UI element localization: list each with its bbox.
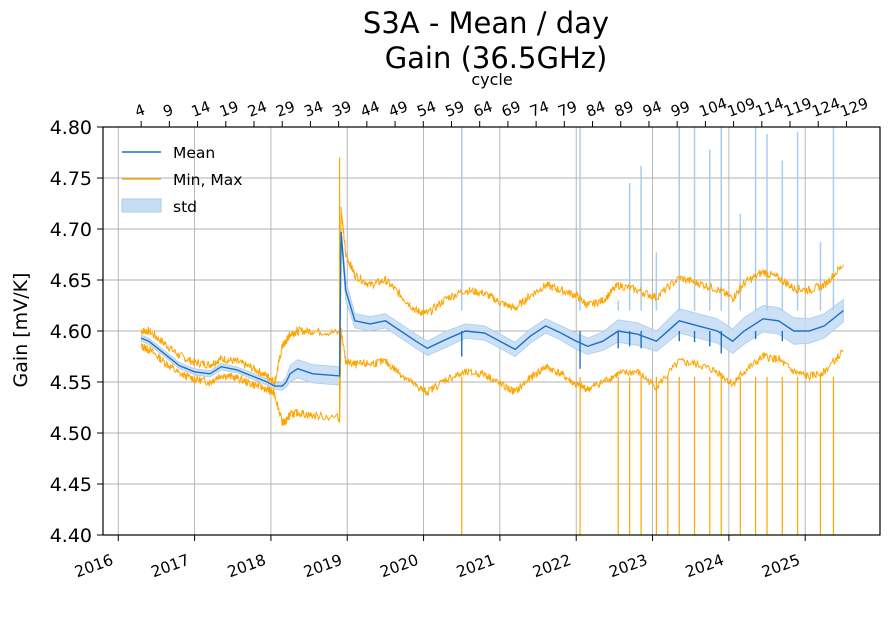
x-tick-label: 2024 — [683, 551, 726, 581]
top-tick-label: 99 — [668, 97, 692, 120]
y-tick-label: 4.65 — [50, 270, 92, 292]
min-line — [140, 327, 844, 427]
top-tick-label: 39 — [330, 97, 354, 120]
chart-title-line2: Gain (36.5GHz) — [385, 41, 608, 75]
top-tick-label: 124 — [809, 94, 842, 121]
legend-label-minmax: Min, Max — [173, 171, 242, 189]
mean-line — [140, 232, 844, 387]
top-tick-label: 64 — [471, 97, 495, 120]
x-tick-label: 2023 — [607, 551, 650, 581]
top-axis-label: cycle — [471, 70, 512, 89]
axes: 4.40 4.45 4.50 4.55 4.60 4.65 4.70 4.75 4.80 2016… — [50, 94, 881, 581]
legend-label-std: std — [173, 198, 197, 216]
top-tick-label: 109 — [725, 94, 758, 121]
std-band — [140, 228, 844, 391]
top-tick-label: 59 — [443, 97, 467, 120]
top-tick-label: 29 — [273, 97, 297, 120]
top-tick-label: 69 — [499, 97, 523, 120]
top-tick-label: 54 — [414, 97, 438, 120]
x-tick-label: 2019 — [301, 551, 344, 581]
x-tick-label: 2017 — [149, 551, 192, 581]
top-tick-label: 129 — [838, 94, 871, 121]
y-tick-label: 4.75 — [50, 168, 92, 190]
top-tick-label: 34 — [302, 97, 326, 120]
legend-label-mean: Mean — [173, 144, 215, 162]
legend: Mean Min, Max std — [121, 144, 242, 216]
y-axis-label: Gain [mV/K] — [10, 273, 32, 388]
x-tick-label: 2018 — [225, 551, 268, 581]
top-tick-label: 114 — [753, 94, 786, 121]
y-tick-label: 4.40 — [50, 525, 92, 547]
top-tick-label: 79 — [556, 97, 580, 120]
legend-swatch-std — [121, 198, 162, 213]
x-tick-label: 2025 — [759, 551, 802, 581]
top-tick-label: 14 — [189, 97, 213, 120]
plot-area — [140, 127, 844, 535]
top-tick-label: 74 — [527, 97, 551, 120]
y-tick-label: 4.50 — [50, 423, 92, 445]
top-tick-label: 9 — [161, 101, 176, 121]
top-tick-label: 119 — [781, 94, 814, 121]
top-tick-label: 4 — [132, 101, 147, 121]
x-tick-label: 2021 — [454, 551, 497, 581]
top-tick-label: 44 — [358, 97, 382, 120]
x-tick-label: 2020 — [378, 551, 421, 581]
top-tick-label: 84 — [584, 97, 608, 120]
top-tick-label: 89 — [612, 97, 636, 120]
plot-frame — [102, 126, 881, 536]
y-tick-label: 4.60 — [50, 321, 92, 343]
chart-title-line1: S3A - Mean / day — [363, 6, 609, 40]
max-line — [140, 206, 844, 388]
top-tick-label: 49 — [386, 97, 410, 120]
top-tick-label: 24 — [245, 97, 269, 120]
x-tick-label: 2016 — [72, 551, 115, 581]
y-tick-label: 4.70 — [50, 219, 92, 241]
y-tick-label: 4.80 — [50, 117, 92, 139]
x-tick-label: 2022 — [530, 551, 573, 581]
top-tick-label: 104 — [697, 94, 730, 121]
y-tick-label: 4.45 — [50, 474, 92, 496]
y-tick-label: 4.55 — [50, 372, 92, 394]
top-tick-label: 94 — [640, 97, 664, 120]
top-tick-label: 19 — [217, 97, 241, 120]
